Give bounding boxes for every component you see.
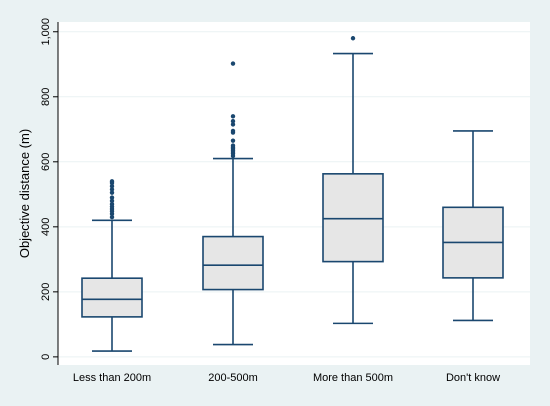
outlier-point [230, 118, 236, 124]
outlier-point [230, 138, 236, 143]
boxes [81, 36, 504, 352]
outlier-point [109, 201, 115, 207]
outlier-point [230, 128, 236, 134]
box-group [322, 36, 384, 325]
y-tick-label: 400 [40, 218, 52, 236]
category-label: Less than 200m [73, 372, 151, 384]
y-axis: 0 200 400 600 800 1,000 [40, 18, 59, 365]
outlier-point [230, 122, 236, 127]
box-iqr [81, 277, 143, 318]
category-label: More than 500m [313, 372, 393, 384]
outlier-point [109, 183, 115, 189]
outlier-point [109, 198, 115, 204]
y-tick-label: 200 [40, 283, 52, 301]
box-group [202, 61, 264, 346]
outlier-point [230, 61, 236, 66]
box-iqr [202, 235, 264, 291]
outlier-point [230, 143, 236, 148]
box-group [442, 130, 504, 322]
outlier-point [109, 190, 115, 195]
y-tick-label: 0 [40, 354, 52, 360]
outlier-point [109, 214, 115, 220]
outlier-point [350, 36, 356, 41]
outlier-point [109, 179, 115, 184]
y-tick-label: 800 [40, 88, 52, 106]
category-label: Don't know [446, 372, 500, 384]
outlier-point [230, 114, 236, 119]
category-labels: Less than 200m 200-500m More than 500m Don'… [73, 372, 500, 384]
outlier-point [109, 187, 115, 192]
y-tick-label: 1,000 [40, 18, 52, 46]
box-iqr [322, 173, 384, 263]
box-group [81, 179, 143, 352]
y-tick-label: 600 [40, 153, 52, 171]
y-axis-title: Objective distance (m) [17, 129, 32, 258]
outlier-point [109, 195, 115, 200]
category-label: 200-500m [208, 372, 258, 384]
